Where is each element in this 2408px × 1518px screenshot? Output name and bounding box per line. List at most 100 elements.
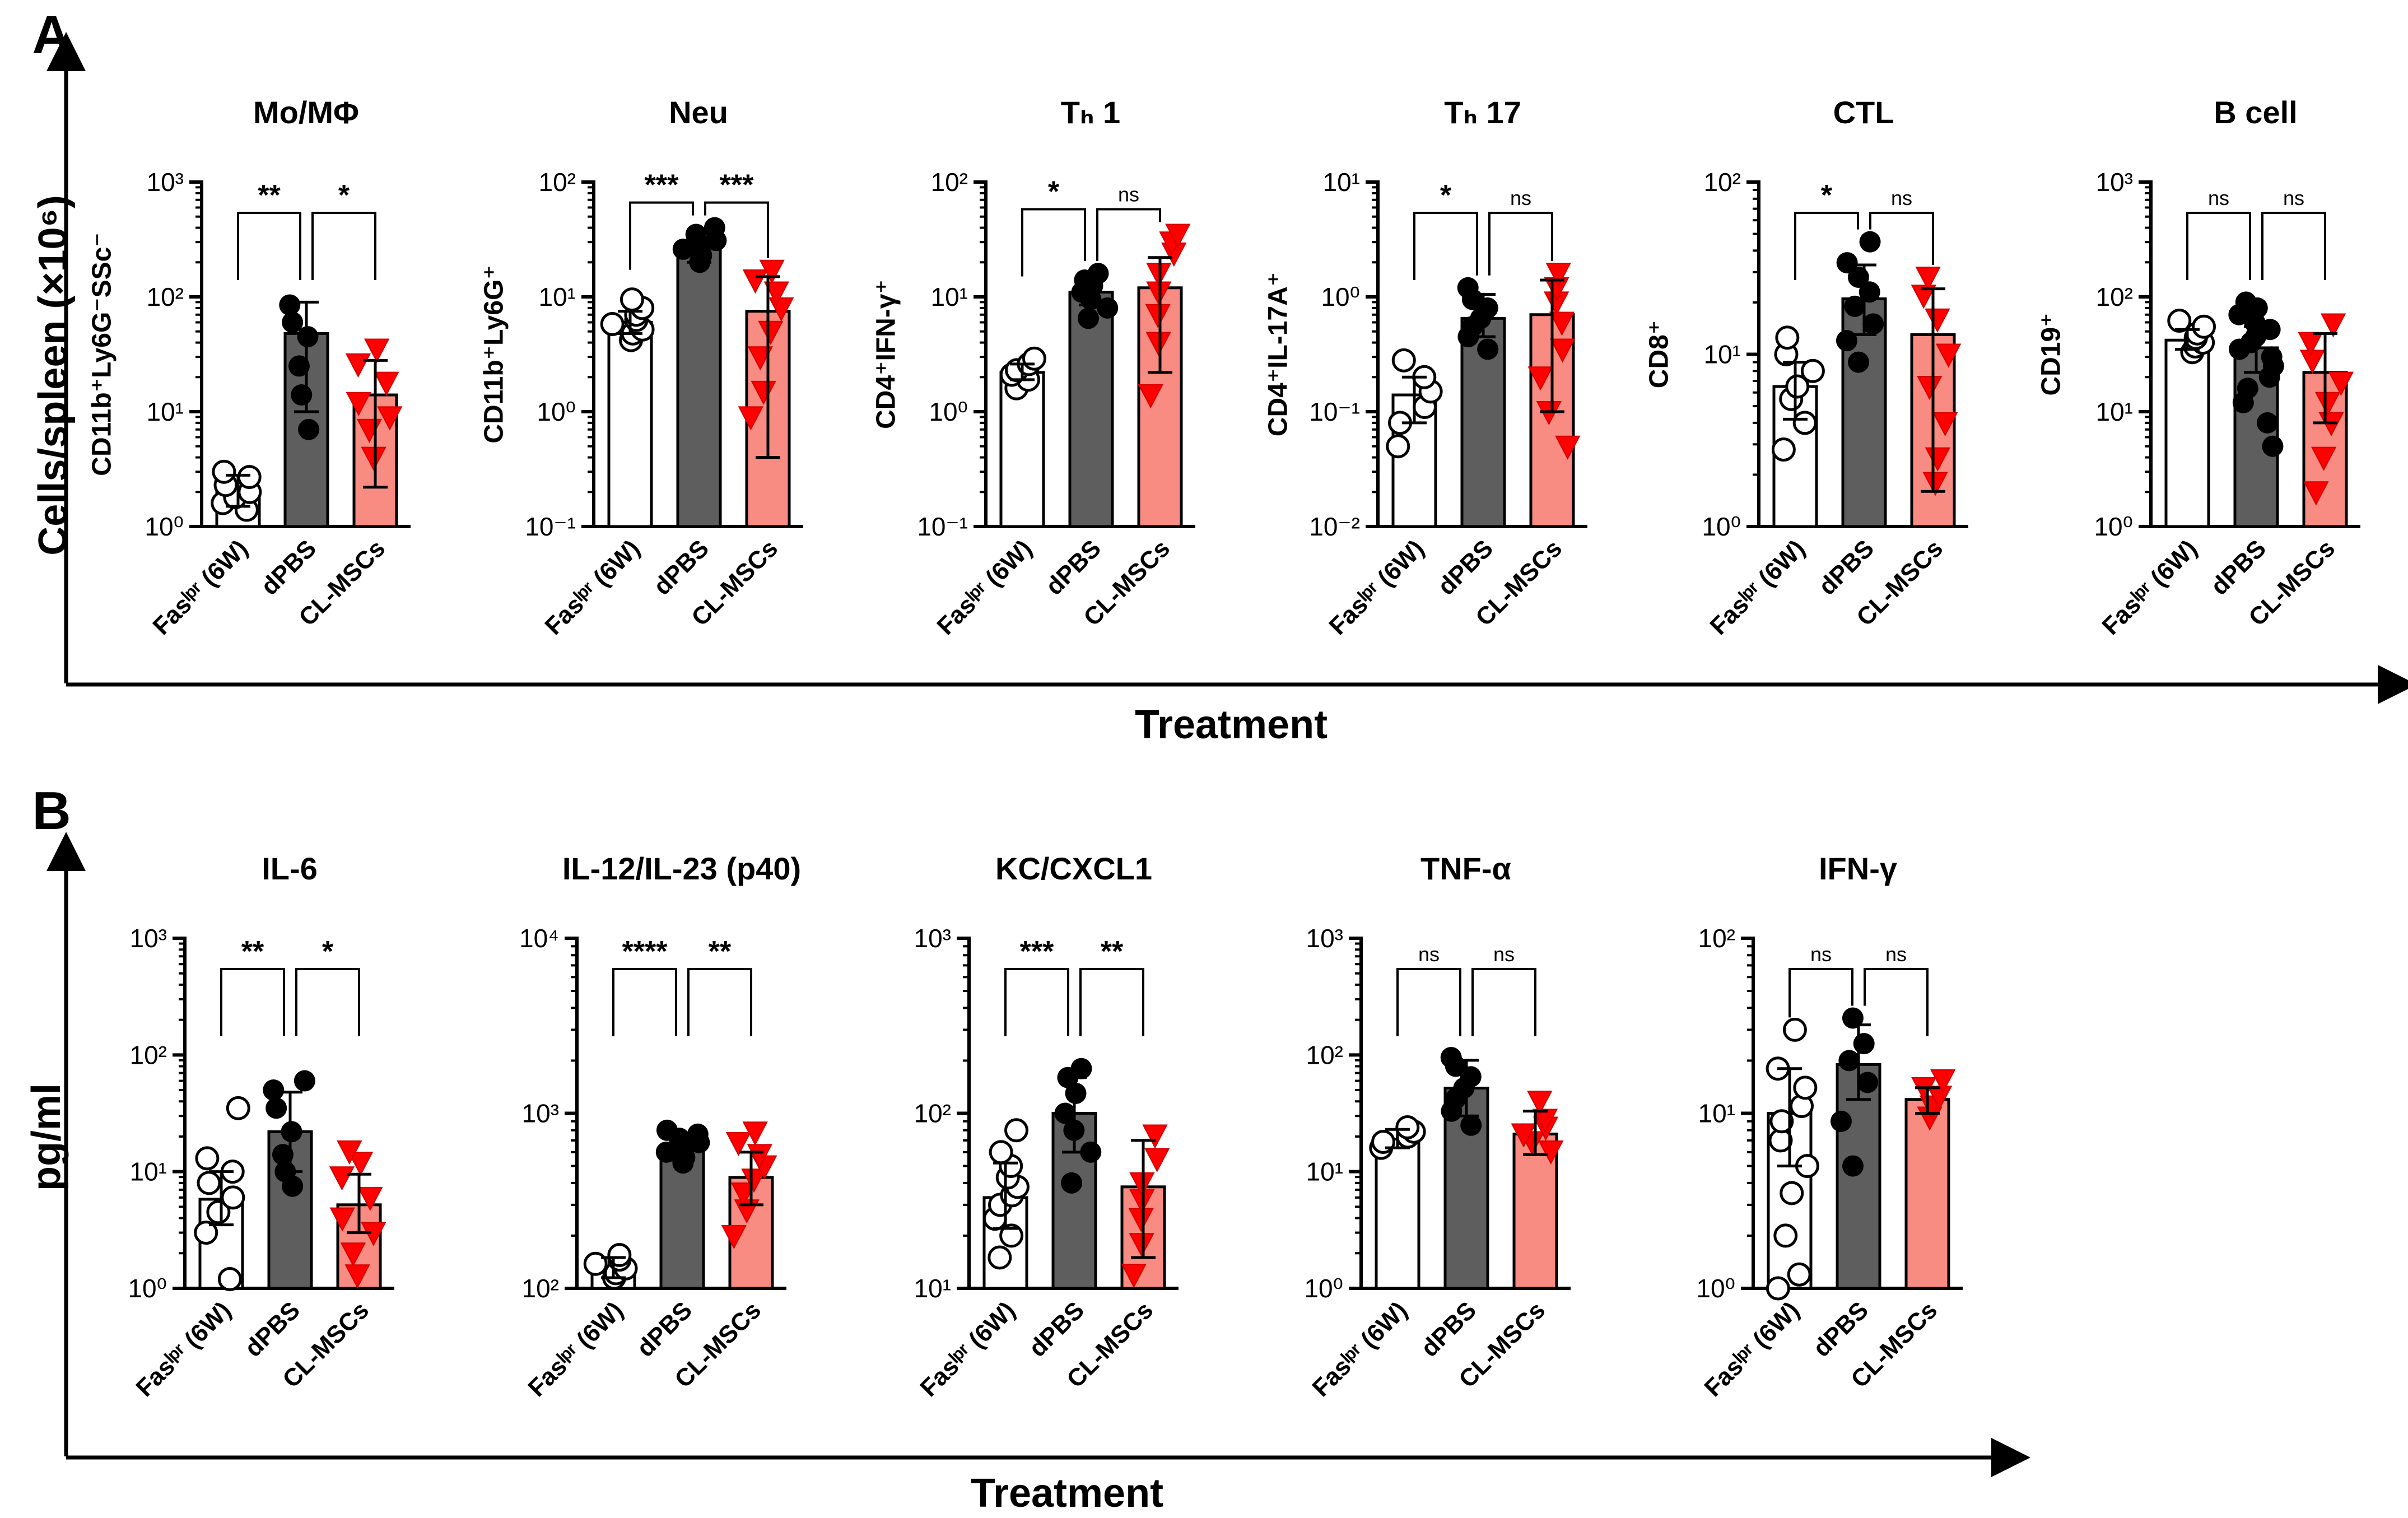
significance-bracket bbox=[295, 968, 360, 1036]
data-point bbox=[1773, 1223, 1798, 1248]
data-point bbox=[206, 1200, 231, 1224]
data-point bbox=[721, 1224, 747, 1250]
data-point bbox=[1545, 263, 1571, 287]
data-point bbox=[1121, 1264, 1147, 1288]
bar bbox=[607, 320, 653, 528]
category-label: dPBS bbox=[631, 1296, 697, 1362]
significance-label: ns bbox=[1891, 187, 1912, 209]
data-point bbox=[1080, 1141, 1102, 1163]
significance-bracket bbox=[1794, 212, 1859, 280]
significance-bracket bbox=[1488, 212, 1553, 276]
data-point bbox=[282, 311, 304, 333]
data-point bbox=[348, 1152, 374, 1176]
significance-label: * bbox=[1048, 175, 1060, 208]
category-label: Fasˡᵖʳ (6W) bbox=[523, 1296, 628, 1402]
significance-bracket bbox=[1788, 968, 1853, 1018]
y-tick-label: 10² bbox=[2096, 282, 2133, 311]
significance-bracket bbox=[1021, 208, 1086, 277]
data-point bbox=[291, 384, 313, 406]
category-label: Fasˡᵖʳ (6W) bbox=[1324, 534, 1429, 640]
data-point bbox=[1859, 231, 1881, 253]
data-point bbox=[1917, 376, 1943, 401]
significance-label: ns bbox=[1493, 943, 1515, 966]
y-tick-label: 10¹ bbox=[1698, 1099, 1735, 1128]
category-label: Fasˡᵖʳ (6W) bbox=[931, 534, 1037, 640]
y-tick-label: 10⁰ bbox=[537, 397, 576, 426]
data-point bbox=[344, 1264, 370, 1289]
data-point bbox=[2303, 481, 2329, 506]
subplot-title: IFN-γ bbox=[1819, 851, 1897, 886]
category-label: dPBS bbox=[1023, 1296, 1089, 1362]
data-point bbox=[2314, 392, 2341, 416]
significance-label: * bbox=[338, 179, 350, 212]
data-point bbox=[226, 1096, 250, 1120]
bar bbox=[676, 244, 722, 528]
data-point bbox=[361, 446, 386, 471]
y-tick-label: 10¹ bbox=[1323, 167, 1360, 197]
significance-bracket bbox=[1869, 212, 1934, 265]
data-point bbox=[583, 1251, 608, 1276]
subplot-y-label: CD4⁺IFN-γ⁺ bbox=[872, 280, 901, 429]
y-tick-label: 10² bbox=[1306, 1040, 1343, 1069]
data-point bbox=[1097, 297, 1119, 319]
data-point bbox=[1842, 1007, 1864, 1029]
data-point bbox=[1769, 1109, 1794, 1134]
data-point bbox=[1070, 1058, 1092, 1079]
y-tick-label: 10³ bbox=[522, 1099, 559, 1128]
significance-bracket bbox=[1079, 968, 1144, 1036]
data-point bbox=[1857, 1072, 1879, 1093]
data-point bbox=[1800, 358, 1825, 383]
y-tick-label: 10⁰ bbox=[1702, 512, 1741, 541]
data-point bbox=[730, 1182, 756, 1207]
data-point bbox=[364, 338, 390, 363]
data-point bbox=[1925, 308, 1950, 333]
significance-label: ns bbox=[1885, 943, 1907, 966]
data-point bbox=[758, 320, 784, 345]
data-point bbox=[2167, 309, 2192, 333]
data-point bbox=[195, 1146, 220, 1171]
subplot-title: Neu bbox=[669, 95, 728, 130]
data-point bbox=[989, 1140, 1013, 1165]
data-point bbox=[1936, 343, 1962, 368]
data-point bbox=[217, 1267, 242, 1292]
plots-layer: 10⁰ 10¹ 10² 10³ Mo/MΦ CD11b⁺Ly6G⁻SSc⁻ Fasˡᵖʳ (… bbox=[87, 95, 2360, 1402]
data-point bbox=[742, 269, 768, 294]
data-point bbox=[1527, 366, 1553, 391]
subplot-A-2: 10⁻¹ 10⁰ 10¹ 10² Neu CD11b⁺Ly6G⁺ Fasˡᵖʳ (6W) dP… bbox=[479, 95, 803, 640]
data-point bbox=[194, 1221, 218, 1245]
category-label: dPBS bbox=[1808, 1296, 1874, 1362]
significance-label: **** bbox=[622, 935, 668, 968]
category-label: dPBS bbox=[1432, 534, 1498, 600]
data-point bbox=[2299, 350, 2326, 374]
frame-y-label: pg/ml bbox=[24, 1083, 69, 1191]
data-point bbox=[759, 259, 785, 284]
y-tick-label: 10⁰ bbox=[145, 512, 184, 541]
significance-bracket bbox=[687, 968, 752, 1036]
category-label: dPBS bbox=[1813, 534, 1879, 600]
data-point bbox=[1911, 285, 1936, 309]
data-point bbox=[1004, 1118, 1029, 1143]
data-point bbox=[2320, 313, 2346, 338]
y-tick-label: 10² bbox=[1698, 924, 1735, 953]
data-point bbox=[2311, 446, 2337, 471]
subplot-A-4: 10⁻² 10⁻¹ 10⁰ 10¹ Tₕ 17 CD4⁺IL-17A⁺ Fasˡᵖʳ (6W… bbox=[1264, 95, 1587, 640]
data-point bbox=[272, 1144, 294, 1166]
data-point bbox=[237, 465, 262, 490]
y-tick-label: 10¹ bbox=[1704, 340, 1741, 369]
data-point bbox=[1915, 266, 1941, 291]
data-point bbox=[221, 1185, 245, 1210]
data-point bbox=[1511, 1123, 1536, 1148]
significance-label: ** bbox=[241, 935, 264, 968]
category-label: dPBS bbox=[2205, 534, 2271, 600]
data-point bbox=[1830, 1110, 1852, 1132]
data-point bbox=[1061, 1172, 1083, 1194]
data-point bbox=[263, 1079, 285, 1101]
data-point bbox=[374, 371, 399, 396]
y-tick-label: 10¹ bbox=[1306, 1157, 1343, 1186]
data-point bbox=[1538, 1140, 1564, 1165]
category-label: dPBS bbox=[648, 534, 714, 600]
